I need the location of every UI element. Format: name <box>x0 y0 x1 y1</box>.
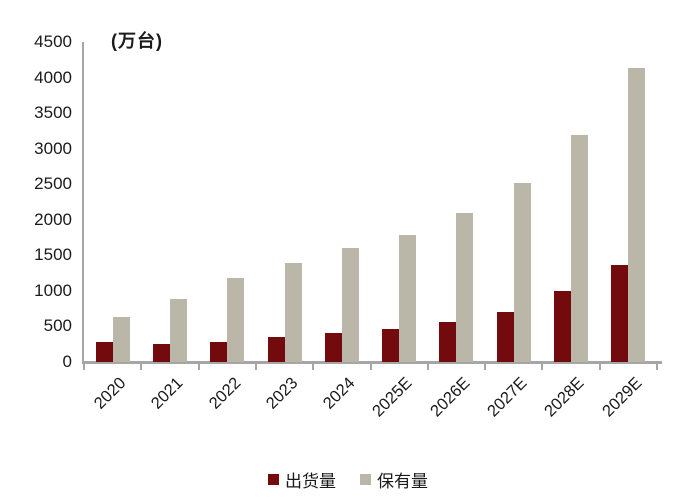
y-tick-label: 1500 <box>34 245 72 265</box>
bar-保有量-2029E <box>628 68 646 362</box>
y-tick-label: 3500 <box>34 103 72 123</box>
x-tick-mark <box>312 363 315 370</box>
bar-保有量-2025E <box>399 234 417 362</box>
y-axis-unit-label: (万台) <box>111 31 163 51</box>
y-tick-label: 2500 <box>34 174 72 194</box>
bar-出货量-2027E <box>496 312 514 362</box>
legend-swatch-icon <box>268 473 279 485</box>
bar-出货量-2028E <box>554 290 572 362</box>
y-tick-label: 4000 <box>34 67 72 87</box>
x-tick-mark <box>426 363 429 370</box>
x-tick-mark <box>484 363 487 370</box>
x-tick-mark <box>656 363 658 370</box>
bar-保有量-2023 <box>284 263 302 362</box>
bar-出货量-2020 <box>95 342 113 362</box>
legend-item-出货量: 出货量 <box>268 467 336 492</box>
bar-出货量-2022 <box>210 342 228 362</box>
x-tick-label-2029E: 2029E <box>598 374 646 421</box>
bar-保有量-2020 <box>112 317 130 362</box>
legend-label: 出货量 <box>285 471 336 491</box>
x-tick-mark <box>83 363 85 370</box>
legend: 出货量 保有量 <box>0 467 696 491</box>
y-tick-label: 0 <box>62 352 72 371</box>
legend-item-保有量: 保有量 <box>360 467 428 492</box>
bar-出货量-2024 <box>324 332 342 362</box>
x-tick-label-2022: 2022 <box>205 374 244 413</box>
bar-保有量-2022 <box>227 278 245 362</box>
bar-出货量-2023 <box>267 337 285 362</box>
x-tick-label-2023: 2023 <box>262 374 302 413</box>
bar-出货量-2021 <box>152 343 170 362</box>
y-tick-label: 4500 <box>34 32 72 51</box>
bar-保有量-2026E <box>456 212 474 362</box>
x-tick-mark <box>197 363 200 370</box>
x-tick-label-2028E: 2028E <box>541 374 588 421</box>
y-tick-label: 500 <box>43 316 72 336</box>
x-tick-mark <box>254 363 257 370</box>
x-tick-mark <box>598 363 601 370</box>
y-axis-line <box>82 42 84 364</box>
legend-label: 保有量 <box>377 471 428 491</box>
bar-保有量-2027E <box>513 182 531 362</box>
bar-出货量-2029E <box>611 265 629 362</box>
bar-出货量-2026E <box>439 322 457 362</box>
bar-保有量-2024 <box>341 248 359 362</box>
bar-保有量-2028E <box>571 135 589 362</box>
bar-出货量-2025E <box>382 328 400 362</box>
y-tick-label: 3000 <box>34 138 72 158</box>
x-axis-line <box>83 361 662 364</box>
x-tick-mark <box>140 363 143 370</box>
x-tick-mark <box>369 363 372 370</box>
y-tick-label: 2000 <box>34 209 72 229</box>
x-tick-label-2020: 2020 <box>90 374 130 413</box>
x-tick-label-2027E: 2027E <box>484 374 531 421</box>
x-tick-mark <box>541 363 544 370</box>
bar-保有量-2021 <box>169 298 187 362</box>
x-tick-label-2025E: 2025E <box>369 374 416 421</box>
x-tick-label-2026E: 2026E <box>426 374 474 421</box>
y-tick-label: 1000 <box>34 280 72 300</box>
legend-swatch-icon <box>360 473 371 485</box>
x-tick-label-2021: 2021 <box>147 374 187 413</box>
x-tick-label-2024: 2024 <box>319 374 359 413</box>
